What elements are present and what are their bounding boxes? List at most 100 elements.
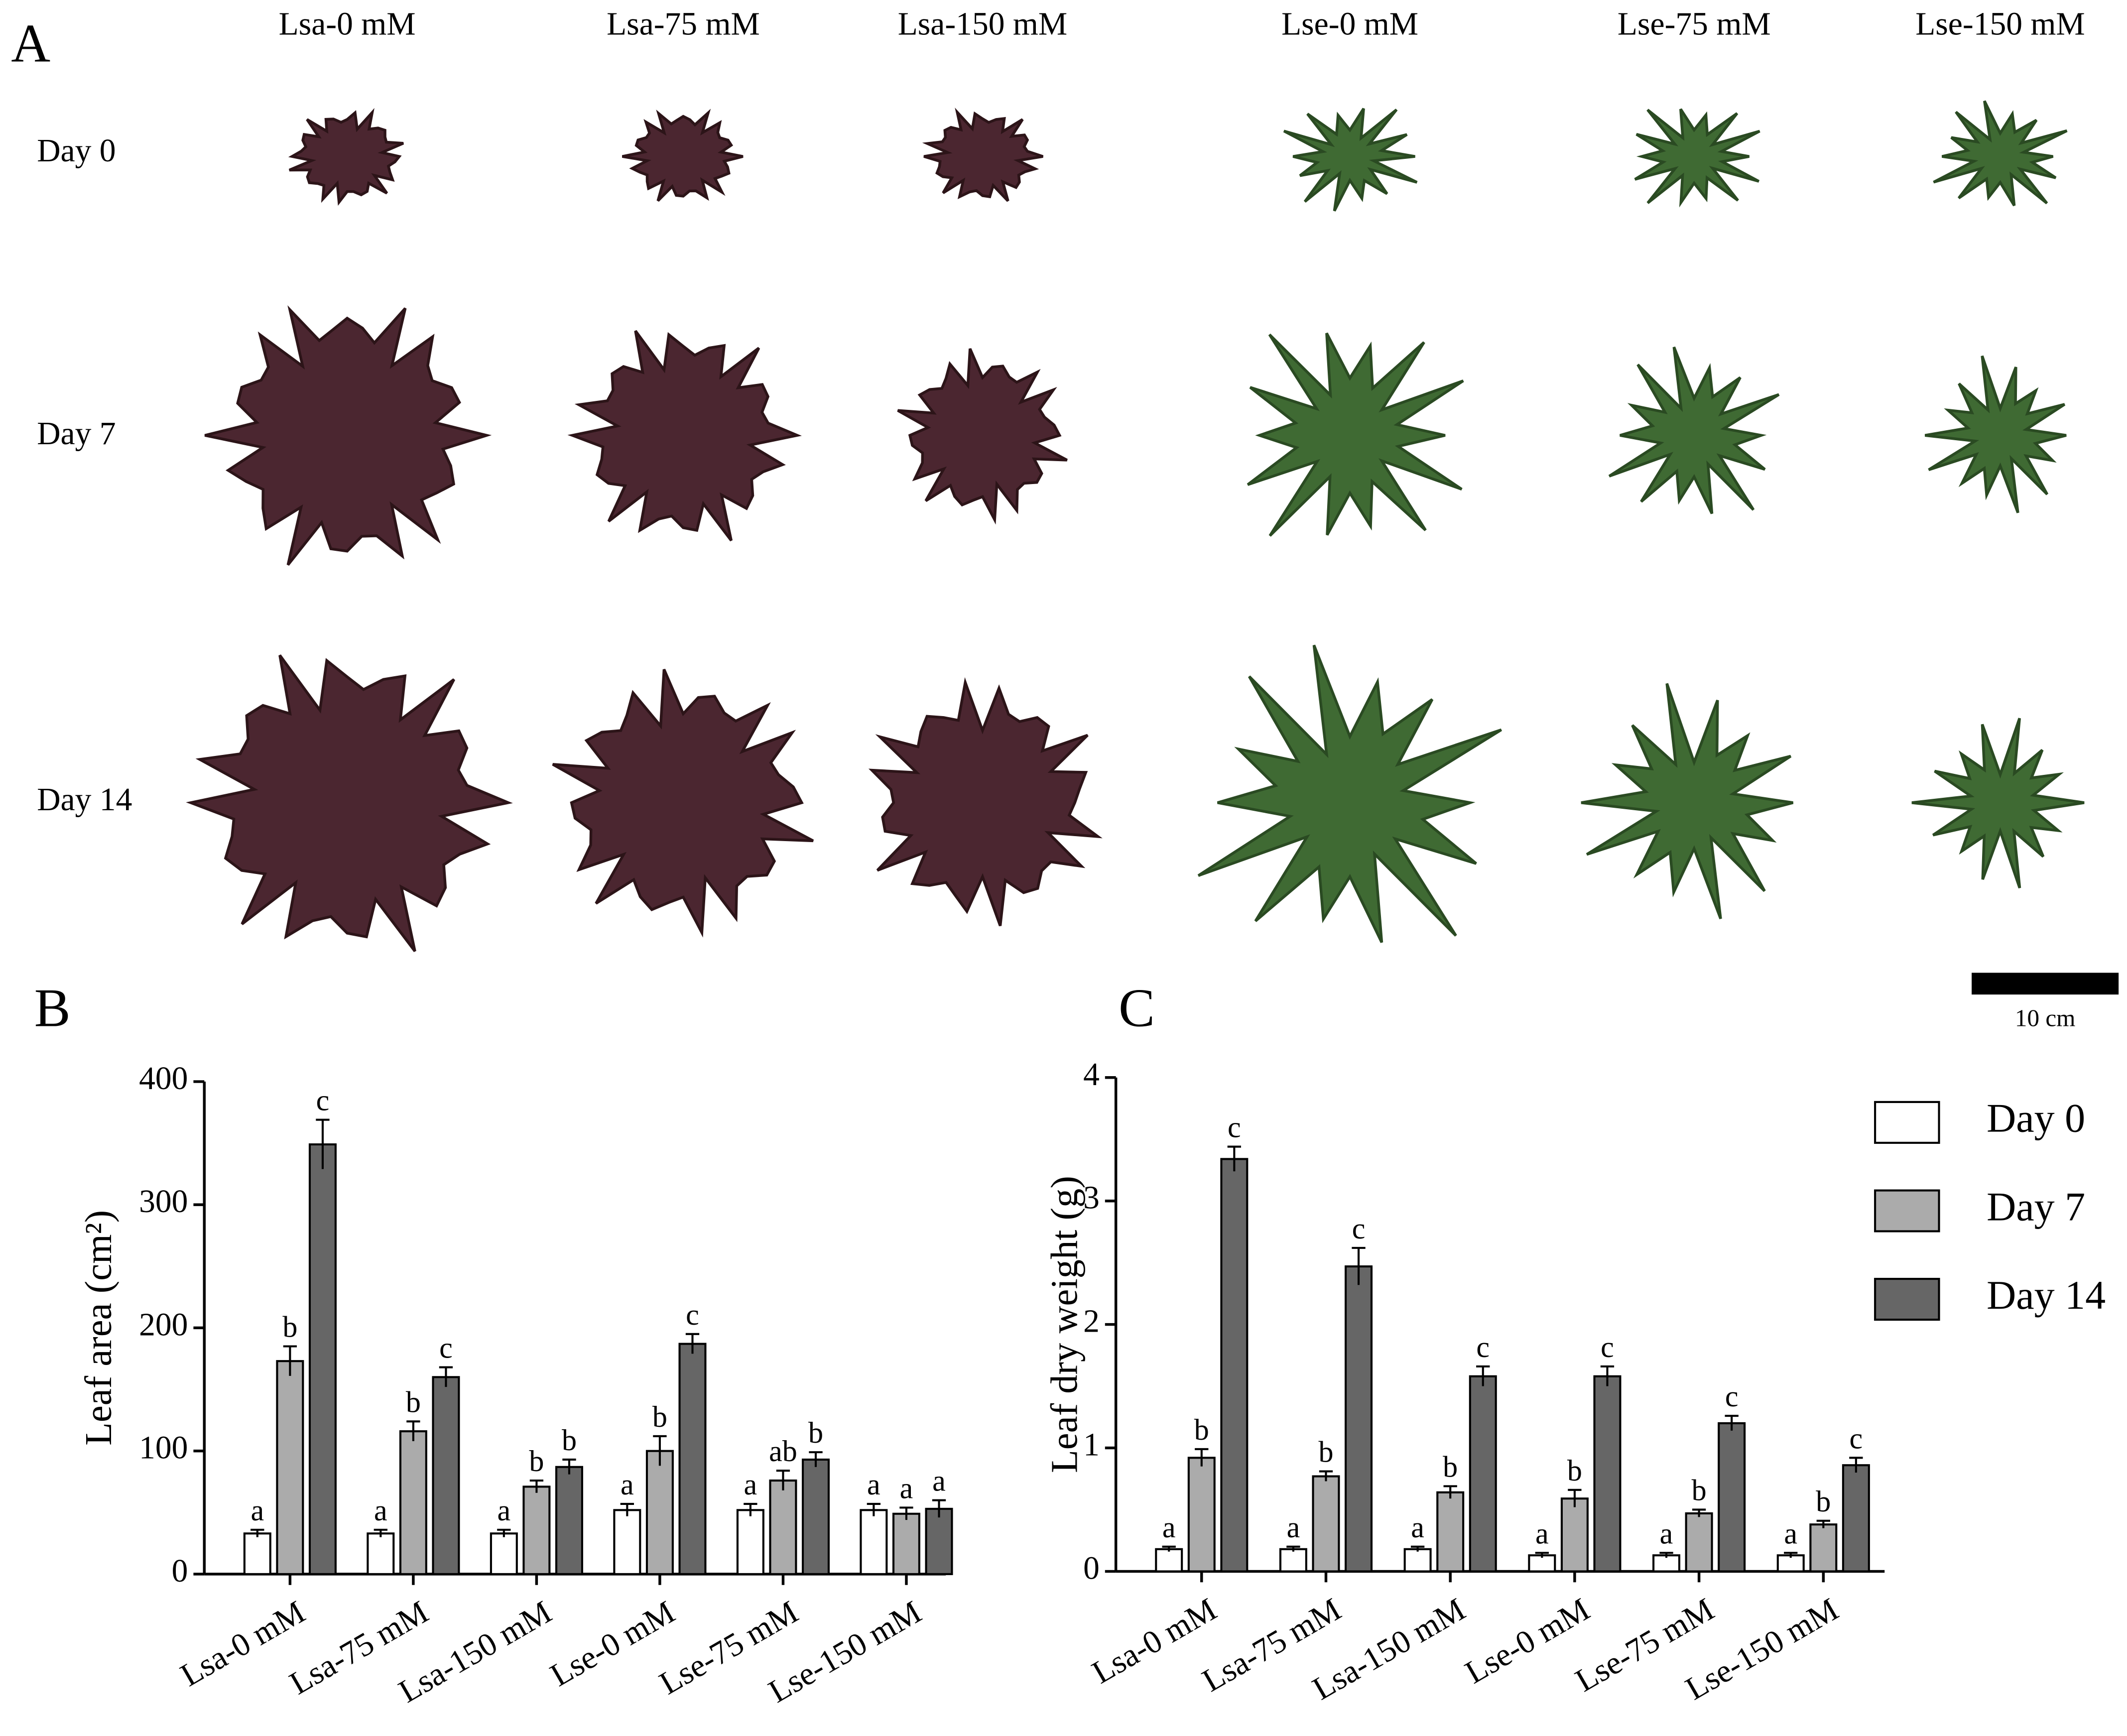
bar xyxy=(802,1458,830,1575)
error-bar xyxy=(1784,1552,1798,1558)
significance-letter: a xyxy=(744,1468,757,1501)
y-tick-label: 3 xyxy=(1083,1180,1100,1216)
bar xyxy=(1809,1523,1838,1573)
plant-photo xyxy=(1283,108,1418,212)
significance-letter: c xyxy=(1476,1331,1490,1364)
bar xyxy=(736,1509,764,1575)
significance-letter: a xyxy=(1660,1517,1673,1550)
significance-letter: a xyxy=(1535,1517,1549,1550)
bar xyxy=(367,1532,395,1575)
error-bar xyxy=(1816,1519,1830,1528)
bar xyxy=(1593,1375,1622,1573)
y-axis-label: Leaf dry weight (g) xyxy=(1043,1176,1086,1473)
plant-photo xyxy=(1197,644,1502,943)
bar xyxy=(1279,1548,1307,1573)
y-tick-label: 0 xyxy=(1083,1550,1100,1586)
row-label: Day 0 xyxy=(37,133,116,169)
error-bar xyxy=(1659,1552,1673,1558)
significance-letter: b xyxy=(1318,1436,1333,1469)
error-bar xyxy=(899,1506,913,1520)
error-bar xyxy=(620,1502,634,1516)
error-bar xyxy=(776,1470,790,1490)
row-label: Day 14 xyxy=(37,782,132,818)
error-bar xyxy=(1849,1457,1863,1473)
significance-letter: b xyxy=(529,1445,544,1478)
bar xyxy=(892,1512,920,1575)
plant-photo xyxy=(897,348,1068,525)
scale-bar-label: 10 cm xyxy=(2015,1004,2075,1031)
error-bar xyxy=(497,1528,511,1537)
error-bar xyxy=(809,1451,823,1467)
legend-label: Day 7 xyxy=(1987,1184,2085,1229)
plant-photo xyxy=(1581,683,1794,919)
error-bar xyxy=(439,1366,453,1387)
error-bar xyxy=(867,1502,881,1516)
error-bar xyxy=(1568,1488,1582,1507)
significance-letter: a xyxy=(497,1494,510,1527)
significance-letter: b xyxy=(1692,1474,1707,1507)
significance-letter: a xyxy=(932,1465,946,1498)
error-bar xyxy=(744,1502,757,1516)
plant-photo xyxy=(868,677,1103,927)
significance-letter: c xyxy=(1352,1212,1366,1245)
significance-letter: a xyxy=(1287,1511,1300,1544)
bar xyxy=(276,1360,304,1575)
plant-photo xyxy=(288,108,404,206)
bar xyxy=(769,1479,797,1575)
significance-letter: c xyxy=(686,1298,699,1332)
bar xyxy=(860,1509,888,1575)
column-label: Lsa-75 mM xyxy=(607,6,760,42)
bar xyxy=(1220,1158,1249,1573)
y-tick-label: 1 xyxy=(1083,1427,1100,1463)
error-bar xyxy=(1286,1545,1300,1552)
significance-letter: b xyxy=(1567,1454,1582,1488)
y-axis-label: Leaf area (cm²) xyxy=(77,1210,120,1446)
error-bar xyxy=(250,1528,264,1537)
error-bar xyxy=(1476,1365,1490,1386)
error-bar xyxy=(529,1479,544,1493)
bar xyxy=(1560,1497,1589,1573)
significance-letter: a xyxy=(1784,1517,1797,1550)
error-bar xyxy=(1410,1545,1425,1552)
column-label: Lse-0 mM xyxy=(1281,6,1418,42)
significance-letter: c xyxy=(1725,1380,1739,1413)
plant-photo xyxy=(922,108,1044,202)
significance-letter: c xyxy=(1850,1422,1863,1455)
y-tick-label: 2 xyxy=(1083,1304,1100,1340)
significance-letter: b xyxy=(1194,1413,1209,1447)
error-bar xyxy=(1725,1414,1739,1431)
scale-bar xyxy=(1972,973,2119,995)
bar xyxy=(1842,1464,1870,1573)
significance-letter: b xyxy=(808,1416,823,1450)
error-bar xyxy=(932,1499,946,1518)
legend-swatch xyxy=(1874,1189,1940,1233)
significance-letter: ab xyxy=(769,1435,797,1468)
column-label: Lsa-0 mM xyxy=(279,6,416,42)
legend-label: Day 0 xyxy=(1987,1096,2085,1141)
bar xyxy=(1403,1548,1432,1573)
bar xyxy=(308,1143,337,1575)
error-bar xyxy=(562,1458,576,1475)
bar xyxy=(1718,1422,1746,1573)
panel-label: B xyxy=(34,978,71,1038)
y-tick-label: 400 xyxy=(139,1061,188,1097)
bar xyxy=(522,1486,551,1575)
significance-letter: a xyxy=(900,1472,913,1505)
bar xyxy=(1652,1554,1681,1573)
error-bar xyxy=(1319,1470,1333,1482)
significance-letter: b xyxy=(1816,1485,1831,1518)
bar xyxy=(399,1430,427,1575)
y-tick-label: 200 xyxy=(139,1307,188,1343)
error-bar xyxy=(1600,1365,1615,1386)
bar xyxy=(925,1507,953,1575)
panel-label: C xyxy=(1119,978,1155,1038)
significance-letter: b xyxy=(562,1424,577,1457)
error-bar xyxy=(406,1420,420,1441)
bar xyxy=(243,1532,271,1575)
bar xyxy=(432,1376,460,1575)
significance-letter: a xyxy=(1162,1511,1176,1544)
significance-letter: b xyxy=(282,1311,297,1344)
bar xyxy=(1345,1265,1373,1573)
error-bar xyxy=(1443,1485,1457,1499)
